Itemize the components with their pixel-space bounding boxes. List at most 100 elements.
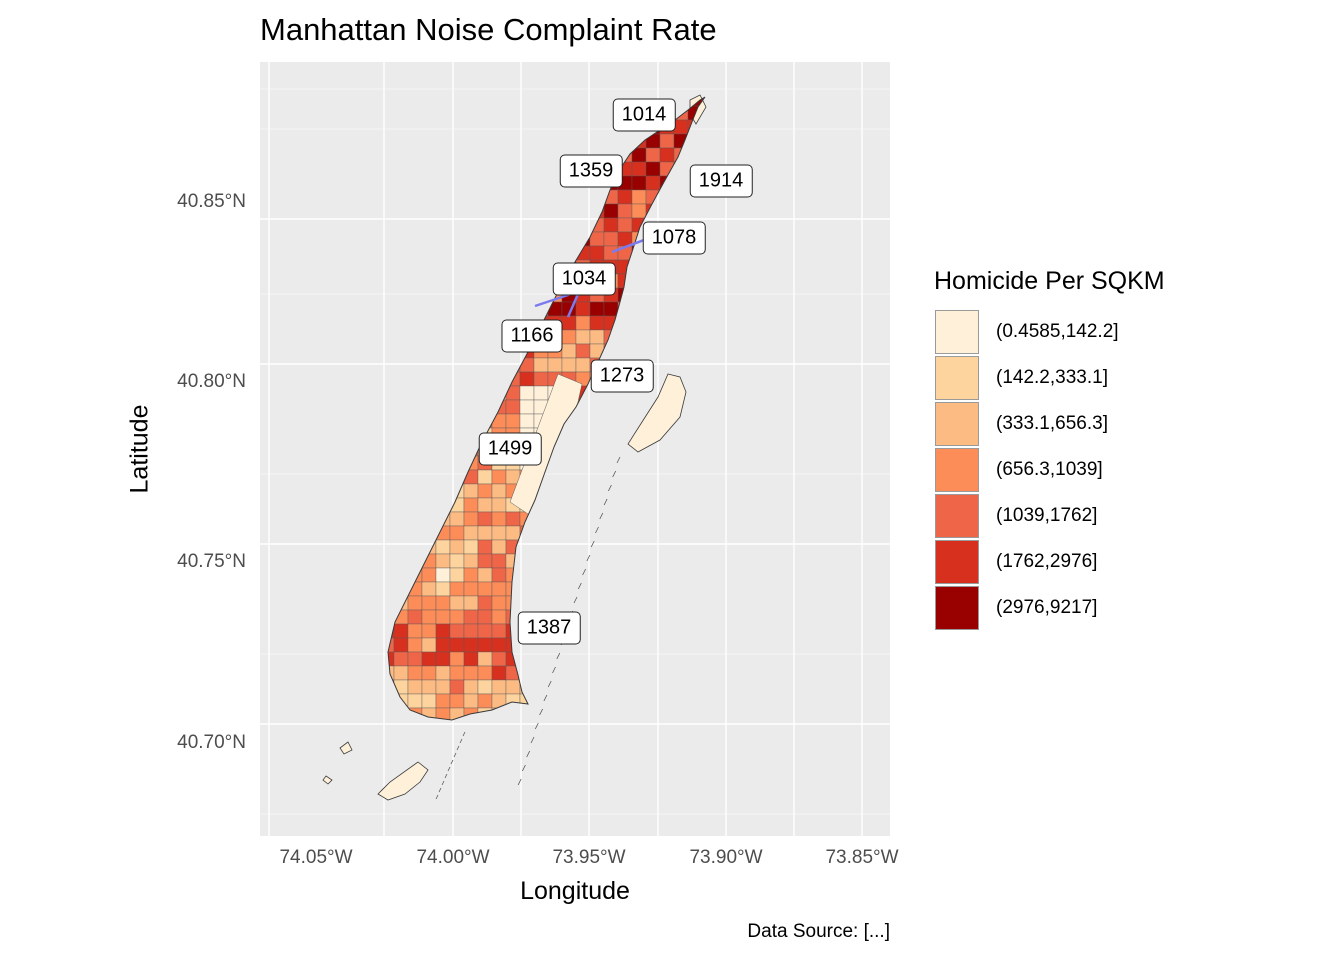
- census-tract: [617, 133, 633, 149]
- census-tract: [463, 553, 479, 569]
- census-tract: [701, 385, 705, 401]
- census-tract: [421, 287, 437, 303]
- census-tract: [421, 301, 437, 317]
- census-tract: [547, 469, 563, 485]
- census-tract: [575, 693, 591, 709]
- census-tract: [449, 343, 465, 359]
- census-tract: [463, 287, 479, 303]
- census-tract: [603, 217, 619, 233]
- census-tract: [491, 97, 507, 107]
- census-tract: [505, 693, 521, 709]
- census-tract: [393, 511, 409, 527]
- census-tract: [421, 273, 437, 289]
- census-tract: [617, 343, 633, 359]
- census-tract: [388, 679, 395, 695]
- census-tract: [463, 679, 479, 695]
- census-tract: [435, 175, 451, 191]
- census-tract: [477, 343, 493, 359]
- census-tract: [421, 511, 437, 527]
- census-tract: [388, 553, 395, 569]
- y-tick-label: 40.75°N: [177, 551, 246, 572]
- x-tick-label: 74.00°W: [416, 847, 490, 868]
- census-tract: [547, 483, 563, 499]
- census-tract: [561, 707, 577, 720]
- census-tract: [687, 147, 703, 163]
- shoreline-mark: [435, 794, 439, 800]
- census-tract: [701, 287, 705, 303]
- census-tract: [617, 637, 633, 653]
- census-tract: [393, 147, 409, 163]
- census-tract: [561, 511, 577, 527]
- census-tract: [388, 343, 395, 359]
- census-tract: [421, 97, 437, 107]
- census-tract: [631, 623, 647, 639]
- shoreline-mark: [450, 759, 454, 765]
- shoreline-mark: [453, 752, 457, 758]
- census-tract: [617, 329, 633, 345]
- census-tract: [547, 301, 563, 317]
- census-tract: [388, 693, 395, 709]
- census-tract: [603, 665, 619, 681]
- shoreline-mark: [595, 526, 599, 534]
- census-tract: [519, 371, 535, 387]
- census-tract: [388, 539, 395, 555]
- census-tract: [687, 539, 703, 555]
- census-tract: [463, 413, 479, 429]
- census-tract: [491, 217, 507, 233]
- census-tract: [561, 581, 577, 597]
- census-tract: [533, 679, 549, 695]
- census-tract: [388, 581, 395, 597]
- census-tract: [421, 203, 437, 219]
- legend-key: [935, 494, 979, 538]
- census-tract: [575, 357, 591, 373]
- shoreline-mark: [612, 470, 617, 478]
- census-tract: [561, 343, 577, 359]
- census-tract: [393, 553, 409, 569]
- census-tract: [701, 469, 705, 485]
- census-tract: [449, 595, 465, 611]
- census-tract: [435, 567, 451, 583]
- island: [339, 741, 353, 755]
- census-tract: [421, 553, 437, 569]
- census-tract: [388, 637, 395, 653]
- census-tract: [393, 623, 409, 639]
- census-tract: [435, 245, 451, 261]
- census-tract: [477, 693, 493, 709]
- census-tract: [393, 315, 409, 331]
- census-tract: [687, 301, 703, 317]
- census-tract: [449, 231, 465, 247]
- census-tract: [435, 189, 451, 205]
- census-tract: [561, 133, 577, 149]
- census-tract: [435, 651, 451, 667]
- census-tract: [589, 539, 605, 555]
- shoreline-mark: [462, 731, 466, 737]
- census-tract: [519, 595, 535, 611]
- census-tract: [575, 105, 591, 121]
- census-tract: [407, 287, 423, 303]
- census-tract: [477, 301, 493, 317]
- census-tract: [519, 581, 535, 597]
- census-tract: [435, 469, 451, 485]
- census-tract: [463, 133, 479, 149]
- census-tract: [645, 161, 661, 177]
- census-tract: [407, 161, 423, 177]
- census-tract: [687, 315, 703, 331]
- census-tract: [393, 469, 409, 485]
- census-tract: [407, 427, 423, 443]
- census-tract: [659, 553, 675, 569]
- census-tract: [533, 217, 549, 233]
- shoreline-mark: [438, 787, 442, 793]
- census-tract: [449, 581, 465, 597]
- census-tract: [393, 427, 409, 443]
- census-tract: [533, 707, 549, 720]
- census-tract: [505, 707, 521, 720]
- census-tract: [421, 609, 437, 625]
- census-tract: [575, 329, 591, 345]
- census-tract: [393, 385, 409, 401]
- census-tract: [659, 273, 675, 289]
- census-tract: [603, 539, 619, 555]
- census-tract: [701, 707, 705, 720]
- census-tract: [519, 105, 535, 121]
- census-tract: [393, 609, 409, 625]
- census-tract: [645, 133, 661, 149]
